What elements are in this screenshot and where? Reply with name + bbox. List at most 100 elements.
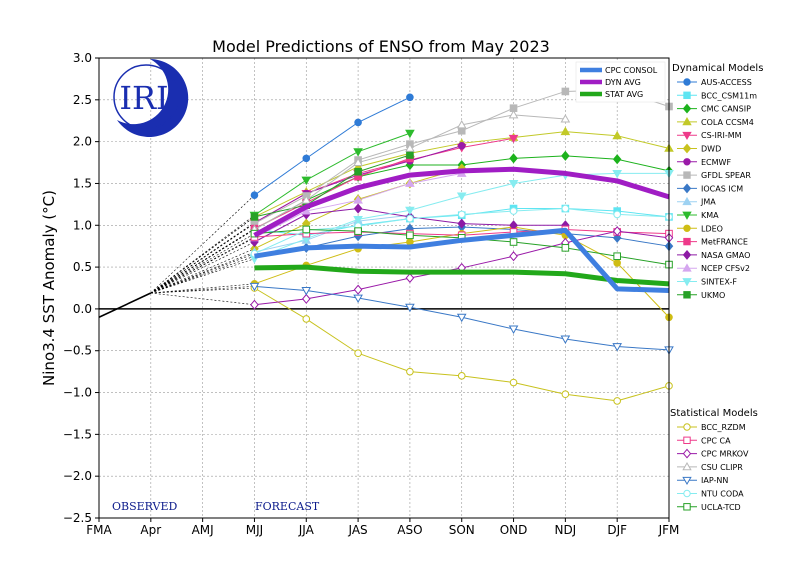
legend-marker-ldeo <box>683 224 691 233</box>
legend-item-metfrance: MetFRANCE <box>677 238 748 247</box>
averages-legend: CPC CONSOL DYN AVG STAT AVG <box>575 61 666 103</box>
point-ucla-tcd <box>302 225 311 234</box>
point-sintex-f <box>612 169 623 179</box>
legend-label-bcc-csm11m: BCC_CSM11m <box>701 91 757 100</box>
legend-label-bcc-rzdm: BCC_RZDM <box>701 423 746 432</box>
point-ntu-coda <box>457 210 466 219</box>
legend-item-cpc-ca: CPC CA <box>677 436 731 445</box>
legend-marker-cs-iri-mm <box>682 131 692 141</box>
legend-item-cola-ccsm4: COLA CCSM4 <box>677 117 754 127</box>
start-link-ukmo <box>150 216 255 294</box>
legend-label-ucla-tcd: UCLA-TCD <box>701 503 741 512</box>
start-link-ntu-coda <box>150 253 255 294</box>
legend-label-dyn-avg: DYN AVG <box>605 78 641 87</box>
point-iap-nn <box>353 294 363 304</box>
y-tick-label: −1.5 <box>63 427 92 441</box>
legend-marker-sintex-f <box>682 278 692 287</box>
legend-label-cpc-mrkov: CPC MRKOV <box>701 450 749 459</box>
legend-label-ntu-coda: NTU CODA <box>701 490 744 499</box>
legend-marker-csu-clipr <box>682 462 692 471</box>
legend-label-cpc-consol: CPC CONSOL <box>605 66 658 75</box>
start-link-jma <box>150 251 255 294</box>
legend-label-sintex-f: SINTEX-F <box>701 278 737 287</box>
point-aus-access <box>354 118 362 127</box>
start-link-dwd <box>150 248 255 294</box>
point-sintex-f <box>353 215 363 225</box>
legend-marker-ukmo <box>683 291 691 299</box>
legend-marker-nasa-gmao <box>682 249 692 260</box>
point-bcc-rzdm <box>509 378 518 387</box>
point-csu-clipr <box>456 119 467 129</box>
legend-marker-ecmwf <box>683 158 691 166</box>
point-csu-clipr <box>301 195 312 204</box>
point-ntu-coda <box>406 214 414 223</box>
legend-marker-kma <box>682 211 692 220</box>
legend-marker-bcc-csm11m <box>683 91 691 99</box>
start-link-iap-nn <box>150 286 255 294</box>
legend-item-csu-clipr: CSU CLIPR <box>677 462 743 472</box>
x-tick-label: DJF <box>607 523 627 537</box>
point-iap-nn <box>612 343 623 352</box>
point-ucla-tcd <box>613 252 621 261</box>
point-bcc-rzdm <box>302 315 311 323</box>
grid <box>99 57 669 519</box>
observed-line <box>98 292 152 318</box>
forecast-label: FORECAST <box>255 500 320 513</box>
start-link-nasa-gmao <box>150 241 255 294</box>
point-bcc-rzdm <box>406 367 414 376</box>
legend-marker-cmc-cansip <box>682 103 692 114</box>
legend-label-nasa-gmao: NASA GMAO <box>701 251 750 260</box>
start-link-gfdl-spear <box>150 223 255 294</box>
point-iap-nn <box>560 335 571 344</box>
series-line-stat-avg <box>254 264 670 287</box>
point-ntu-coda <box>561 204 570 213</box>
point-aus-access <box>406 93 414 102</box>
x-tick-label: FMA <box>86 523 112 537</box>
point-ucla-tcd <box>509 238 518 246</box>
legend-item-nasa-gmao: NASA GMAO <box>677 249 750 260</box>
legend-item-ecmwf: ECMWF <box>677 158 731 167</box>
legend-label-gfdl-spear: GFDL SPEAR <box>701 171 751 180</box>
legend-label-cmc-cansip: CMC CANSIP <box>701 105 751 114</box>
point-ncep-cfsv2 <box>353 195 363 204</box>
y-tick-label: −0.5 <box>63 344 92 358</box>
legend-label-ecmwf: ECMWF <box>701 158 731 167</box>
point-cmc-cansip <box>612 154 622 165</box>
legend-marker-aus-access <box>683 78 691 86</box>
point-sintex-f <box>456 192 467 201</box>
x-tick-label: JJA <box>298 523 315 537</box>
point-ntu-coda <box>613 210 621 219</box>
legend-item-cs-iri-mm: CS-IRI-MM <box>677 131 742 140</box>
logo-ring <box>113 64 179 130</box>
point-cpc-mrkov <box>301 293 311 304</box>
start-link-ncep-cfsv2 <box>150 237 255 294</box>
legend-marker-cpc-mrkov <box>682 448 692 459</box>
point-csu-clipr <box>405 143 415 152</box>
point-gfdl-spear <box>561 87 570 96</box>
point-sintex-f <box>405 206 415 216</box>
legend-item-iap-nn: IAP-NN <box>677 476 728 485</box>
legend-label-iocas-icm: IOCAS ICM <box>701 184 743 193</box>
point-iap-nn <box>301 287 312 296</box>
x-tick-label: JAS <box>348 523 368 537</box>
legend-label-iap-nn: IAP-NN <box>701 476 728 485</box>
point-csu-clipr <box>560 114 571 123</box>
dynamical-legend-title: Dynamical Models <box>672 63 763 74</box>
series-line-dyn-avg <box>253 166 670 238</box>
series-line-kma <box>254 132 411 216</box>
point-ukmo <box>250 213 259 221</box>
legend-item-bcc-csm11m: BCC_CSM11m <box>677 91 757 100</box>
legend-label-cpc-ca: CPC CA <box>701 436 731 445</box>
legend-marker-ucla-tcd <box>683 503 691 511</box>
y-tick-label: 3.0 <box>73 51 92 65</box>
point-cpc-mrkov <box>509 251 518 262</box>
y-axis-label: Nino3.4 SST Anomaly (°C) <box>40 190 58 386</box>
legend-marker-metfrance <box>683 237 691 246</box>
y-tick-label: 0.0 <box>73 302 92 316</box>
point-ncep-cfsv2 <box>405 178 415 187</box>
point-iap-nn <box>456 313 467 323</box>
x-tick-label: SON <box>449 523 475 537</box>
point-ldeo <box>613 259 621 267</box>
point-cs-iri-mm <box>508 134 519 144</box>
series-line-ukmo <box>254 154 411 218</box>
